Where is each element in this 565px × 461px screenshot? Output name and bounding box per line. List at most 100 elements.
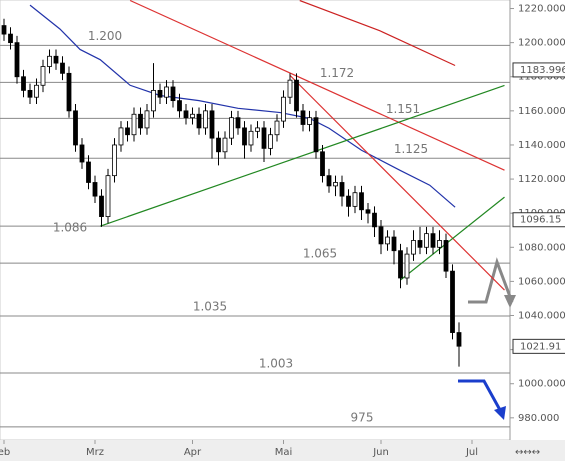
candle-body: [430, 233, 436, 248]
y-tick-label: 1120.000: [518, 174, 565, 185]
candle-body: [359, 192, 364, 211]
candle-body: [216, 137, 221, 153]
price-tag: [512, 62, 565, 78]
overlay-line: [129, 0, 505, 171]
candle-body: [404, 253, 410, 279]
candle-body: [242, 127, 247, 146]
candle-body: [14, 42, 20, 78]
candle-body: [398, 250, 403, 279]
price-tag-label: 1096.15: [520, 215, 561, 226]
candle-body: [443, 240, 449, 272]
candle-body: [112, 144, 117, 177]
candle-body: [365, 209, 371, 214]
candle-body: [450, 270, 455, 333]
y-tick-label: 1060.000: [518, 276, 565, 287]
price-tag: [512, 338, 565, 354]
candle-body: [164, 86, 169, 98]
candle-body: [235, 117, 241, 129]
candle-body: [99, 195, 104, 217]
candle-body: [40, 66, 46, 86]
forecast-arrow: [458, 379, 502, 411]
candle-body: [183, 110, 189, 119]
candle-body: [229, 117, 234, 139]
candle-body: [320, 151, 325, 177]
level-label: 1.065: [303, 247, 337, 261]
candle-body: [47, 55, 52, 67]
y-tick-label: 1200.000: [518, 38, 565, 49]
candle-body: [437, 240, 442, 248]
candle-body: [456, 332, 462, 347]
overlay-line: [100, 84, 505, 227]
candle-body: [248, 130, 254, 146]
candle-body: [1, 25, 7, 35]
level-label: 975: [351, 410, 374, 424]
candle-body: [222, 137, 228, 153]
level-label: 1.003: [259, 356, 293, 370]
overlay-line: [299, 0, 456, 67]
forecast-arrow: [468, 257, 514, 304]
level-label: 1.200: [88, 29, 122, 43]
candle-body: [86, 161, 91, 183]
candle-body: [281, 96, 286, 122]
candle-body: [287, 79, 293, 98]
candle-body: [209, 110, 215, 139]
y-tick-label: 1040.000: [518, 311, 565, 322]
forecast-arrow-head: [504, 295, 516, 308]
candle-body: [203, 110, 208, 129]
candle-body: [417, 240, 423, 248]
candle-body: [346, 195, 351, 207]
price-tag: [512, 212, 565, 228]
candle-body: [339, 182, 345, 197]
candle-body: [313, 117, 319, 153]
candle-body: [274, 120, 280, 136]
zoom-controls[interactable]: ↔↔↔: [515, 447, 540, 458]
candle-body: [424, 233, 429, 248]
candle-body: [268, 134, 273, 149]
candle-body: [105, 175, 111, 217]
candle-body: [352, 192, 358, 207]
x-tick-label: eb: [0, 447, 10, 458]
x-axis-band: [0, 440, 565, 461]
candle-body: [138, 113, 143, 129]
overlay-line: [29, 4, 456, 208]
candle-body: [255, 127, 260, 132]
candle-body: [190, 113, 195, 119]
candle-body: [326, 175, 332, 187]
candle-body: [27, 89, 33, 98]
level-label: 1.086: [53, 221, 87, 235]
candle-body: [385, 236, 390, 245]
candle-body: [60, 62, 65, 74]
candle-body: [118, 127, 124, 146]
level-label: 1.035: [193, 300, 227, 314]
price-tag-label: 1021.91: [520, 341, 561, 352]
level-label: 1.125: [394, 142, 428, 156]
candle-body: [79, 144, 85, 163]
candle-body: [391, 236, 397, 252]
candle-body: [300, 110, 306, 125]
y-tick-label: 1080.000: [518, 242, 565, 253]
candle-body: [378, 226, 384, 245]
y-tick-label: 1000.000: [518, 379, 565, 390]
x-tick-label: Jun: [372, 447, 389, 458]
candle-body: [66, 72, 72, 112]
y-tick-label: 1220.000: [518, 4, 565, 15]
x-tick-label: Jul: [465, 447, 478, 458]
y-tick-label: 1160.000: [518, 106, 565, 117]
forecast-arrow-head: [494, 406, 506, 420]
candle-body: [170, 86, 176, 102]
candle-body: [34, 84, 39, 98]
candle-body: [131, 113, 137, 136]
x-tick-label: Mrz: [86, 447, 104, 458]
candle-body: [261, 127, 267, 149]
candle-body: [8, 33, 13, 44]
plot-area: [0, 0, 511, 441]
level-label: 1.151: [386, 102, 420, 116]
y-tick-label: 980.000: [518, 413, 559, 424]
candle-body: [53, 55, 59, 64]
candle-body: [157, 89, 163, 98]
candle-body: [125, 127, 130, 136]
x-tick-label: Mai: [275, 447, 293, 458]
candle-body: [144, 110, 150, 129]
candle-body: [177, 100, 182, 112]
